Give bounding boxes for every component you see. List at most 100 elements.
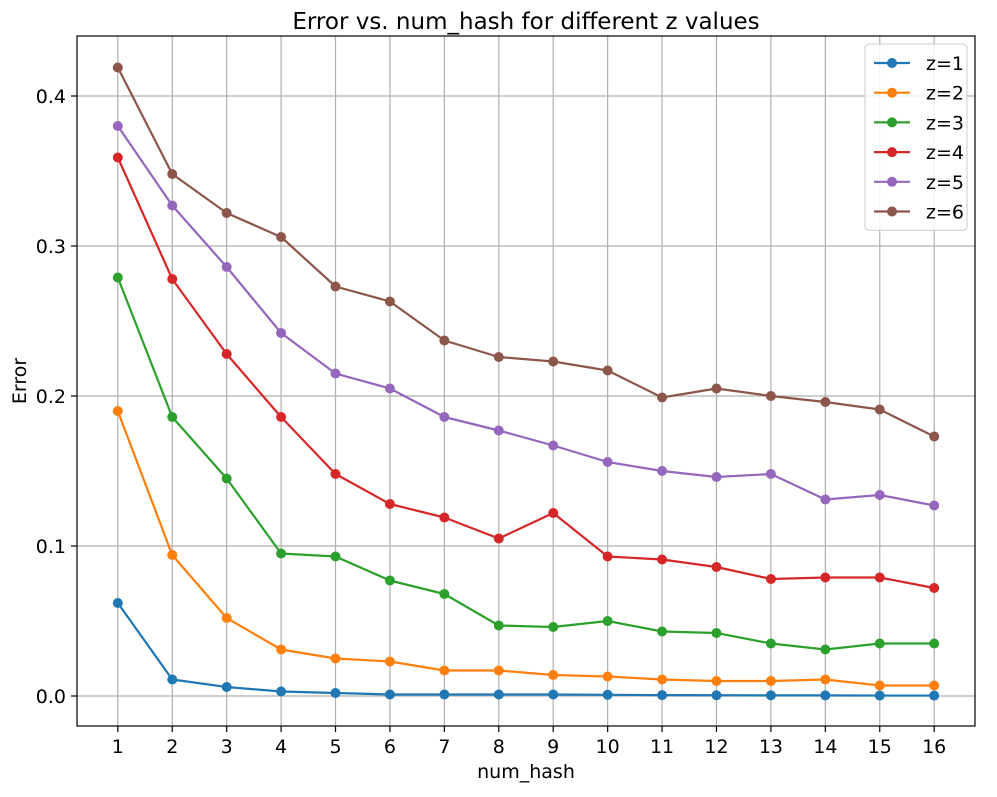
data-point <box>820 494 831 505</box>
legend-item: z=4 <box>874 142 964 164</box>
plot-area-frame <box>76 35 976 727</box>
data-point <box>765 676 776 686</box>
legend-item: z=3 <box>874 112 964 134</box>
legend-marker <box>887 206 897 217</box>
data-point <box>439 412 450 422</box>
data-point <box>602 365 613 376</box>
x-axis-ticks: 1 2 3 4 5 6 7 8 9 10 11 12 13 14 15 16 <box>112 726 946 758</box>
data-point <box>874 680 885 691</box>
data-point <box>167 412 178 422</box>
data-point <box>384 575 395 586</box>
data-point <box>276 686 287 697</box>
data-point <box>493 352 504 362</box>
data-point <box>221 682 232 692</box>
data-point <box>167 550 178 560</box>
y-tick-label: 0.2 <box>36 386 66 408</box>
data-point <box>929 638 940 649</box>
data-point <box>874 638 885 649</box>
data-point <box>439 589 450 599</box>
data-point <box>112 598 123 608</box>
data-point <box>602 671 613 682</box>
series-line <box>116 157 935 590</box>
y-tick-label: 0.3 <box>36 236 66 258</box>
data-point <box>167 169 178 179</box>
data-point <box>874 404 885 415</box>
data-point <box>602 616 613 626</box>
data-point <box>276 644 287 655</box>
data-point <box>493 689 504 700</box>
data-point <box>384 383 395 394</box>
data-point <box>765 469 776 479</box>
data-point <box>384 656 395 667</box>
series-1 <box>112 598 940 701</box>
data-point <box>929 500 940 511</box>
legend-marker <box>887 117 897 128</box>
data-point <box>657 466 668 476</box>
x-tick-label: 5 <box>329 736 341 758</box>
series-5 <box>112 121 940 511</box>
legend-item: z=2 <box>874 83 964 105</box>
legend-marker <box>887 87 897 98</box>
legend-item: z=6 <box>874 202 964 224</box>
y-axis-ticks: 0.0 0.1 0.2 0.3 0.4 <box>36 86 77 708</box>
data-point <box>820 397 831 407</box>
data-point <box>439 689 450 700</box>
x-tick-label: 11 <box>650 736 674 758</box>
data-point <box>602 551 613 562</box>
legend-label: z=3 <box>926 112 964 134</box>
data-point <box>820 674 831 685</box>
data-point <box>929 431 940 442</box>
data-point <box>112 406 123 416</box>
data-point <box>929 680 940 691</box>
x-tick-label: 9 <box>547 736 559 758</box>
x-tick-label: 4 <box>275 736 287 758</box>
data-point <box>711 562 722 572</box>
data-point <box>439 335 450 346</box>
data-point <box>602 689 613 700</box>
data-point <box>657 554 668 565</box>
data-point <box>330 281 341 292</box>
data-point <box>221 262 232 272</box>
data-point <box>929 583 940 593</box>
x-tick-label: 13 <box>759 736 783 758</box>
data-point <box>820 690 831 701</box>
y-axis-label: Error <box>9 358 31 405</box>
data-point <box>493 620 504 631</box>
data-point <box>167 200 178 211</box>
legend-label: z=2 <box>926 83 964 105</box>
x-tick-label: 14 <box>813 736 837 758</box>
data-point <box>112 152 123 163</box>
data-point <box>657 674 668 685</box>
legend-item: z=1 <box>874 53 964 75</box>
x-tick-label: 16 <box>922 736 946 758</box>
data-point <box>112 62 123 73</box>
legend-marker <box>887 58 897 68</box>
data-point <box>276 328 287 338</box>
legend-label: z=5 <box>926 172 964 194</box>
data-point <box>439 512 450 523</box>
data-point <box>657 626 668 637</box>
x-tick-label: 10 <box>596 736 620 758</box>
data-point <box>765 638 776 649</box>
data-point <box>330 653 341 664</box>
data-point <box>493 533 504 544</box>
legend-marker <box>887 176 897 187</box>
data-point <box>439 665 450 676</box>
data-point <box>874 572 885 583</box>
x-tick-label: 15 <box>868 736 892 758</box>
data-point <box>711 628 722 638</box>
series-line <box>116 277 935 651</box>
data-point <box>657 392 668 403</box>
x-axis-label: num_hash <box>477 761 575 783</box>
data-point <box>765 690 776 701</box>
legend: z=1 z=2 z=3 z=4 z=5 z=6 <box>864 43 968 231</box>
data-point <box>548 356 559 367</box>
data-point <box>711 676 722 686</box>
data-point <box>820 572 831 583</box>
data-point <box>711 690 722 701</box>
data-point <box>221 208 232 218</box>
data-point <box>276 232 287 242</box>
chart-title: Error vs. num_hash for different z value… <box>292 9 759 35</box>
